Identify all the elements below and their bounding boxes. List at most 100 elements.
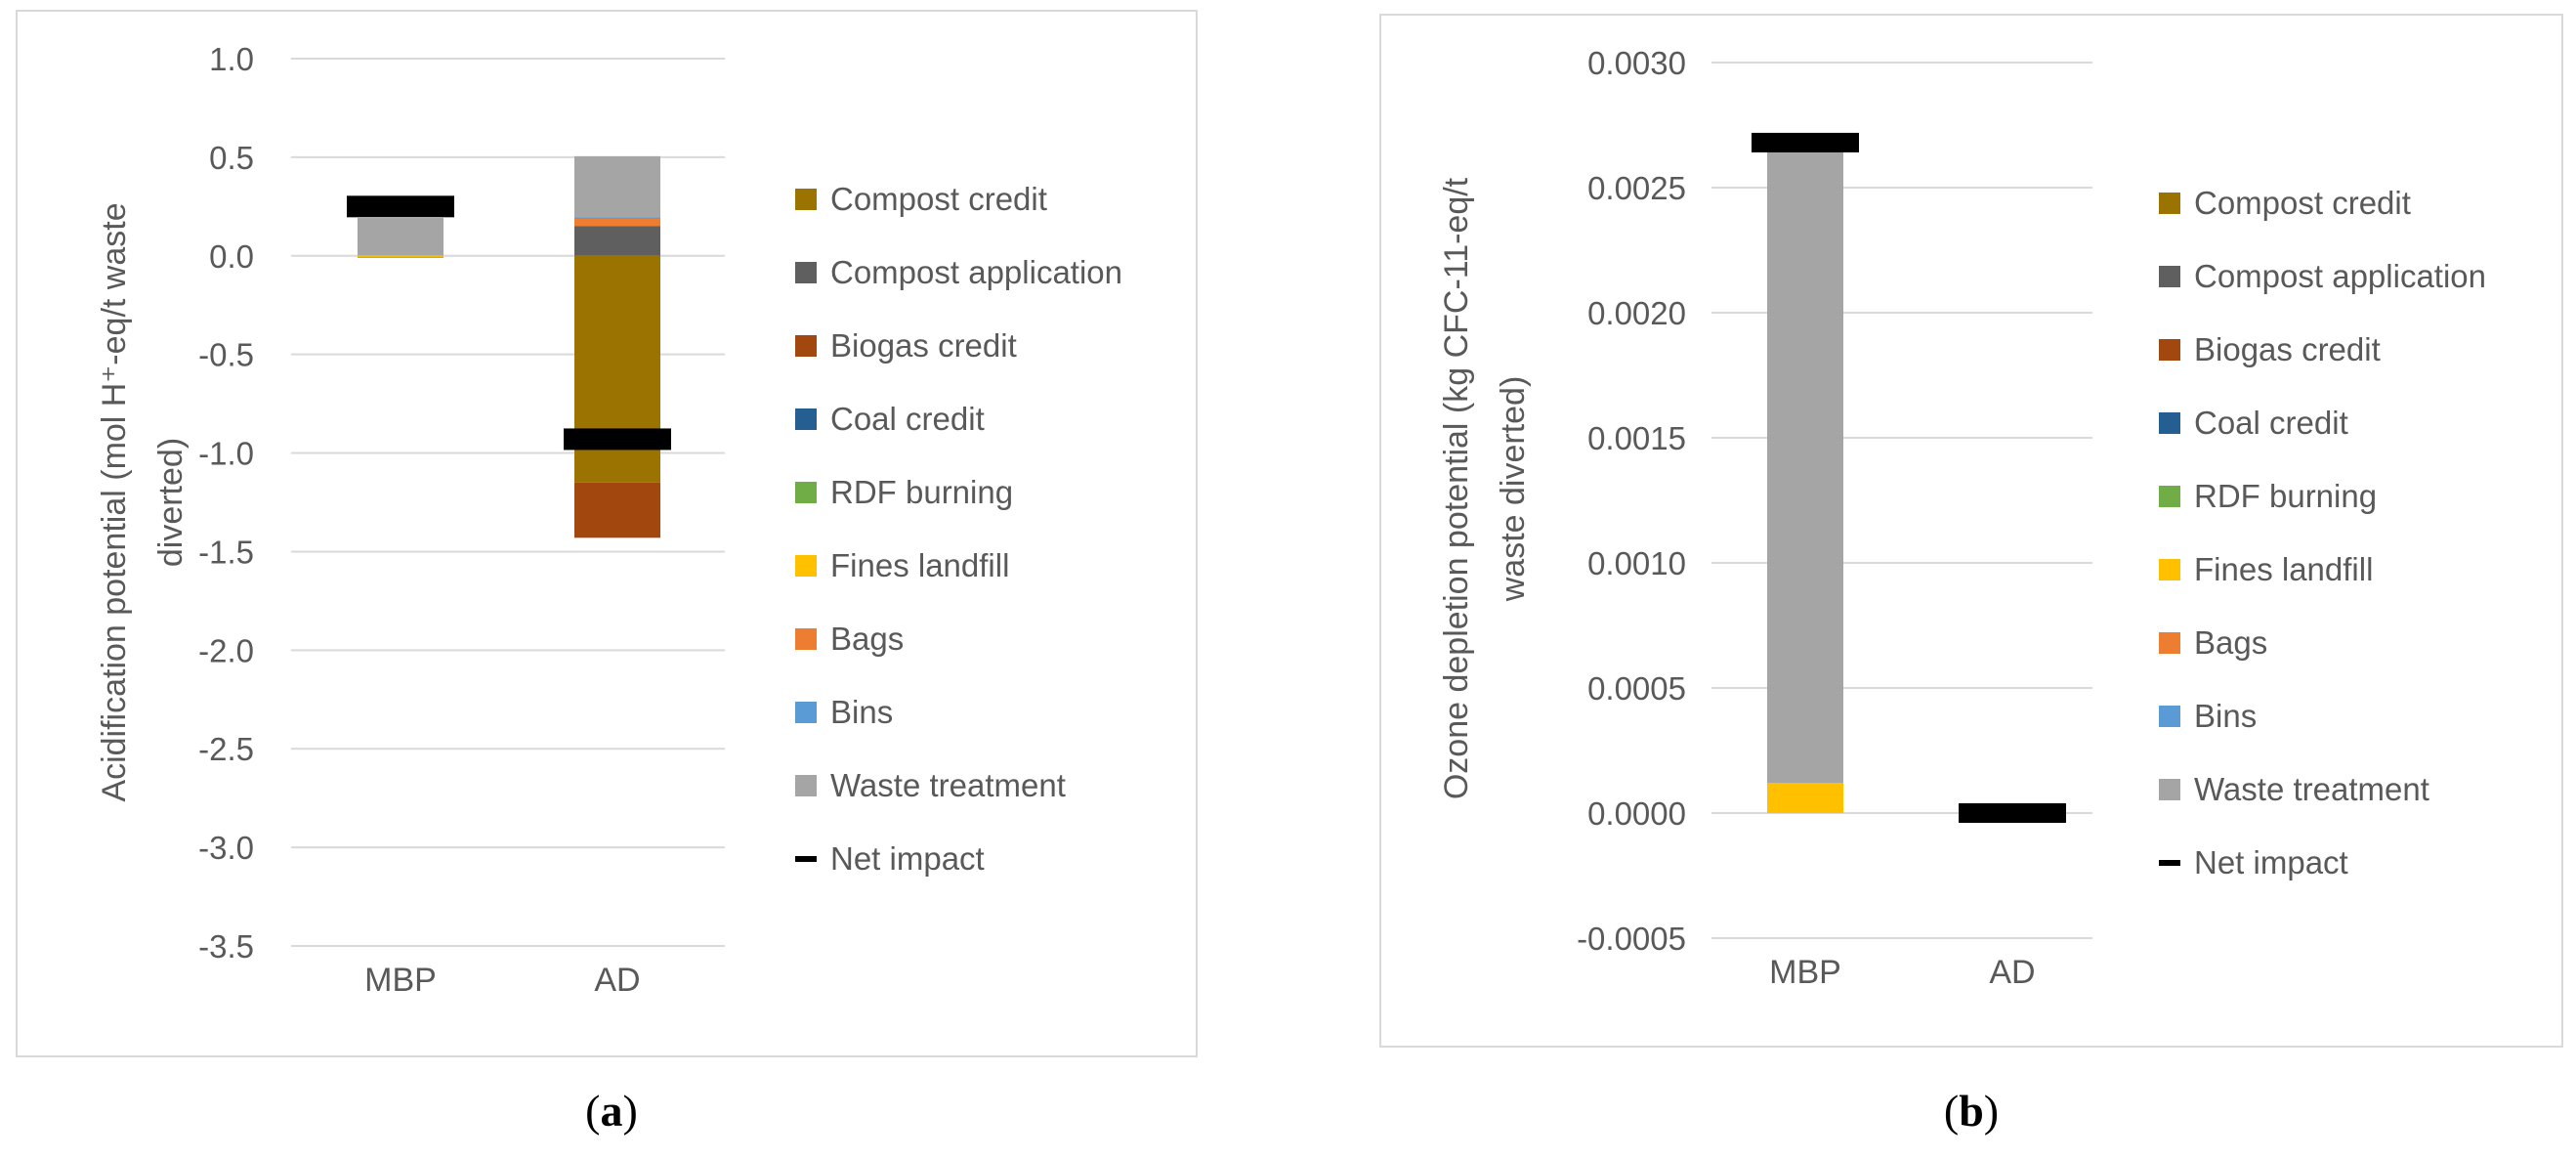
caption-a-open: ( <box>585 1086 601 1136</box>
y-tick-label: 0.0005 <box>1587 670 1686 707</box>
caption-a: (a) <box>514 1085 709 1137</box>
net-impact-marker <box>1752 132 1859 152</box>
y-axis-label: Ozone depletion potential (kg CFC-11-eq/… <box>1438 177 1532 799</box>
legend-label: Coal credit <box>830 401 985 437</box>
y-tick-label: 0.5 <box>209 140 254 176</box>
y-tick-label: 1.0 <box>209 41 254 77</box>
legend-swatch <box>795 262 817 283</box>
category-label: MBP <box>1769 954 1841 991</box>
bar-segment-fines-landfill <box>358 255 443 257</box>
legend-label: Bags <box>830 621 905 657</box>
legend-label: Waste treatment <box>2194 771 2429 807</box>
bar-segment-biogas-credit <box>574 482 660 538</box>
y-axis-label: Acidification potential (mol H⁺-eq/t was… <box>96 202 190 801</box>
legend-item: Biogas credit <box>795 326 1017 365</box>
category-label: MBP <box>364 962 437 999</box>
legend-swatch <box>2159 266 2180 287</box>
bar-segment-fines-landfill <box>1767 783 1843 813</box>
caption-a-close: ) <box>622 1086 638 1136</box>
chart-b-svg: 0.0030 0.0025 0.0020 0.0015 0.0010 0.0005 0.00… <box>1438 45 2092 991</box>
y-tick-label: -3.5 <box>198 928 254 965</box>
net-impact-marker <box>1959 803 2066 823</box>
legend-swatch <box>2159 412 2180 434</box>
legend-swatch <box>2159 779 2180 800</box>
legend-label: Compost credit <box>2194 185 2411 221</box>
legend-item: Compost application <box>2159 257 2486 296</box>
y-tick-label: 0.0030 <box>1587 45 1686 81</box>
caption-b: (b) <box>1874 1085 2069 1137</box>
legend-swatch <box>795 555 817 577</box>
bar-segment-bins <box>574 217 660 219</box>
legend-label: Compost application <box>2194 258 2486 294</box>
y-tick-label: 0.0 <box>209 238 254 275</box>
legend-swatch <box>2159 559 2180 580</box>
net-impact-marker <box>347 195 454 218</box>
y-tick-label: -0.5 <box>198 337 254 373</box>
legend-label: RDF burning <box>2194 478 2378 514</box>
chart-panel-b: 0.0030 0.0025 0.0020 0.0015 0.0010 0.0005 0.00… <box>1379 14 2563 1048</box>
legend-swatch <box>795 628 817 650</box>
caption-b-letter: b <box>1959 1086 1984 1136</box>
legend-label: Bags <box>2194 624 2268 661</box>
bar-segment-waste-treatment <box>574 155 660 218</box>
legend-swatch <box>2159 486 2180 507</box>
legend-item: Bins <box>795 693 893 732</box>
caption-b-open: ( <box>1943 1086 1960 1136</box>
y-tick-label: 0.0010 <box>1587 545 1686 581</box>
caption-a-letter: a <box>600 1086 623 1136</box>
legend-label: Fines landfill <box>830 547 1010 583</box>
legend-swatch <box>795 482 817 503</box>
legend-item: RDF burning <box>2159 477 2377 516</box>
legend-label: Net impact <box>2194 844 2348 880</box>
caption-b-close: ) <box>1983 1086 2000 1136</box>
legend-item: Bags <box>795 620 904 659</box>
legend-label: Biogas credit <box>2194 331 2381 367</box>
legend-label: Compost credit <box>830 181 1047 217</box>
legend-swatch <box>795 408 817 430</box>
category-label: AD <box>594 962 640 999</box>
bar-segment-compost-application <box>574 226 660 256</box>
y-tick-label: -3.0 <box>198 830 254 866</box>
legend-label: Net impact <box>830 840 985 877</box>
legend-swatch <box>2159 632 2180 654</box>
legend-label: Bins <box>830 694 894 730</box>
legend-swatch <box>2159 339 2180 361</box>
net-impact-marker <box>564 428 671 451</box>
legend-swatch <box>2159 860 2180 866</box>
bar-segment-waste-treatment <box>1767 150 1843 784</box>
chart-panel-a: 1.0 0.5 0.0 -0.5 -1.0 -1.5 -2.0 -2.5 -3.0 -3.5 Aci… <box>16 10 1198 1057</box>
y-tick-label: 0.0000 <box>1587 795 1686 832</box>
legend-item: Waste treatment <box>2159 770 2429 809</box>
y-tick-label: -2.0 <box>198 632 254 668</box>
legend-label: Fines landfill <box>2194 551 2374 587</box>
legend-item: RDF burning <box>795 473 1013 512</box>
y-tick-label: -2.5 <box>198 731 254 767</box>
legend-label: Bins <box>2194 698 2258 734</box>
legend-item: Coal credit <box>795 400 985 439</box>
chart-a-svg: 1.0 0.5 0.0 -0.5 -1.0 -1.5 -2.0 -2.5 -3.0 -3.5 Aci… <box>96 41 725 999</box>
legend-swatch <box>795 856 817 862</box>
legend-item: Net impact <box>795 839 985 879</box>
legend-swatch <box>795 335 817 357</box>
legend-item: Net impact <box>2159 843 2348 882</box>
legend-swatch <box>795 702 817 723</box>
legend-item: Compost credit <box>795 180 1047 219</box>
legend-item: Bags <box>2159 623 2267 663</box>
legend-label: RDF burning <box>830 474 1014 510</box>
y-tick-label: -1.0 <box>198 436 254 472</box>
legend-label: Coal credit <box>2194 405 2348 441</box>
y-tick-label: -1.5 <box>198 534 254 570</box>
legend-swatch <box>2159 706 2180 727</box>
legend-item: Coal credit <box>2159 404 2348 443</box>
y-tick-label: 0.0015 <box>1587 420 1686 456</box>
legend-item: Compost application <box>795 253 1122 292</box>
legend-item: Fines landfill <box>2159 550 2373 589</box>
legend-swatch <box>2159 193 2180 214</box>
legend-item: Waste treatment <box>795 766 1066 805</box>
legend-item: Compost credit <box>2159 184 2411 223</box>
y-tick-label: 0.0025 <box>1587 170 1686 206</box>
legend-swatch <box>795 189 817 210</box>
legend-item: Bins <box>2159 697 2257 736</box>
y-tick-label: -0.0005 <box>1577 921 1686 957</box>
category-label: AD <box>1989 954 2035 991</box>
